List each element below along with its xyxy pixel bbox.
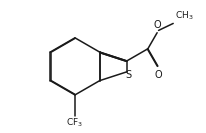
Text: O: O	[153, 20, 160, 30]
Text: S: S	[124, 70, 130, 80]
Text: CH$_3$: CH$_3$	[174, 9, 192, 22]
Text: O: O	[153, 70, 161, 80]
Text: CF$_3$: CF$_3$	[66, 116, 83, 129]
